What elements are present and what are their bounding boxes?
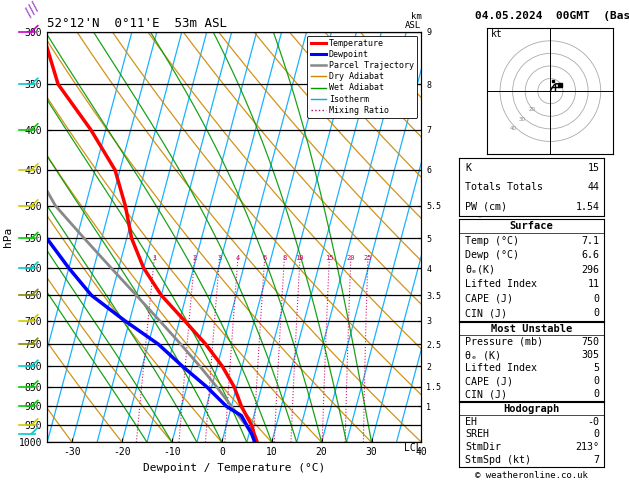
Text: 30: 30	[519, 117, 526, 122]
Text: 0: 0	[594, 309, 599, 318]
Text: 6.6: 6.6	[581, 250, 599, 260]
Text: kt: kt	[491, 29, 503, 39]
Text: -0: -0	[587, 417, 599, 427]
Text: 10: 10	[296, 255, 304, 261]
Text: 3: 3	[217, 255, 221, 261]
Text: 750: 750	[581, 337, 599, 347]
Text: 0: 0	[594, 294, 599, 304]
Text: 1: 1	[152, 255, 156, 261]
Text: 0: 0	[594, 376, 599, 386]
Y-axis label: hPa: hPa	[3, 227, 13, 247]
Text: θₑ (K): θₑ (K)	[465, 350, 501, 360]
Text: 296: 296	[581, 265, 599, 275]
Legend: Temperature, Dewpoint, Parcel Trajectory, Dry Adiabat, Wet Adiabat, Isotherm, Mi: Temperature, Dewpoint, Parcel Trajectory…	[307, 36, 417, 118]
Text: 25: 25	[364, 255, 372, 261]
Text: Pressure (mb): Pressure (mb)	[465, 337, 543, 347]
Text: 44: 44	[587, 182, 599, 192]
Text: SREH: SREH	[465, 430, 489, 439]
Text: 20: 20	[528, 107, 535, 112]
Text: Dewp (°C): Dewp (°C)	[465, 250, 519, 260]
Text: 305: 305	[581, 350, 599, 360]
Text: Hodograph: Hodograph	[503, 404, 560, 414]
Text: 2: 2	[192, 255, 196, 261]
Text: © weatheronline.co.uk: © weatheronline.co.uk	[475, 471, 588, 480]
X-axis label: Dewpoint / Temperature (°C): Dewpoint / Temperature (°C)	[143, 463, 325, 473]
Text: 15: 15	[325, 255, 333, 261]
Text: ///: ///	[22, 0, 42, 19]
Text: Surface: Surface	[509, 221, 554, 231]
Text: 11: 11	[587, 279, 599, 289]
Text: EH: EH	[465, 417, 477, 427]
Text: km
ASL: km ASL	[405, 12, 421, 30]
Text: θₑ(K): θₑ(K)	[465, 265, 495, 275]
Text: Totals Totals: Totals Totals	[465, 182, 543, 192]
Text: Lifted Index: Lifted Index	[465, 363, 537, 373]
Text: 7.1: 7.1	[581, 236, 599, 245]
Text: 6: 6	[262, 255, 267, 261]
Text: Mixing Ratio (g/kg): Mixing Ratio (g/kg)	[477, 186, 486, 288]
Text: LCL: LCL	[404, 444, 421, 453]
Text: CIN (J): CIN (J)	[465, 309, 507, 318]
Text: CAPE (J): CAPE (J)	[465, 294, 513, 304]
Text: PW (cm): PW (cm)	[465, 202, 507, 211]
Text: StmDir: StmDir	[465, 442, 501, 452]
Text: Lifted Index: Lifted Index	[465, 279, 537, 289]
Text: 0: 0	[594, 389, 599, 399]
Text: K: K	[465, 163, 471, 173]
Text: CAPE (J): CAPE (J)	[465, 376, 513, 386]
Text: 1.54: 1.54	[576, 202, 599, 211]
Text: 8: 8	[282, 255, 286, 261]
Text: 52°12'N  0°11'E  53m ASL: 52°12'N 0°11'E 53m ASL	[47, 17, 227, 31]
Text: 0: 0	[594, 430, 599, 439]
Text: 4: 4	[235, 255, 240, 261]
Text: StmSpd (kt): StmSpd (kt)	[465, 455, 531, 465]
Text: Most Unstable: Most Unstable	[491, 324, 572, 334]
Text: 40: 40	[509, 126, 516, 131]
Text: CIN (J): CIN (J)	[465, 389, 507, 399]
Text: Temp (°C): Temp (°C)	[465, 236, 519, 245]
Text: 5: 5	[594, 363, 599, 373]
Text: 7: 7	[594, 455, 599, 465]
Text: 04.05.2024  00GMT  (Base: 00): 04.05.2024 00GMT (Base: 00)	[475, 11, 629, 21]
Text: 20: 20	[347, 255, 355, 261]
Text: 15: 15	[587, 163, 599, 173]
Text: 213°: 213°	[576, 442, 599, 452]
